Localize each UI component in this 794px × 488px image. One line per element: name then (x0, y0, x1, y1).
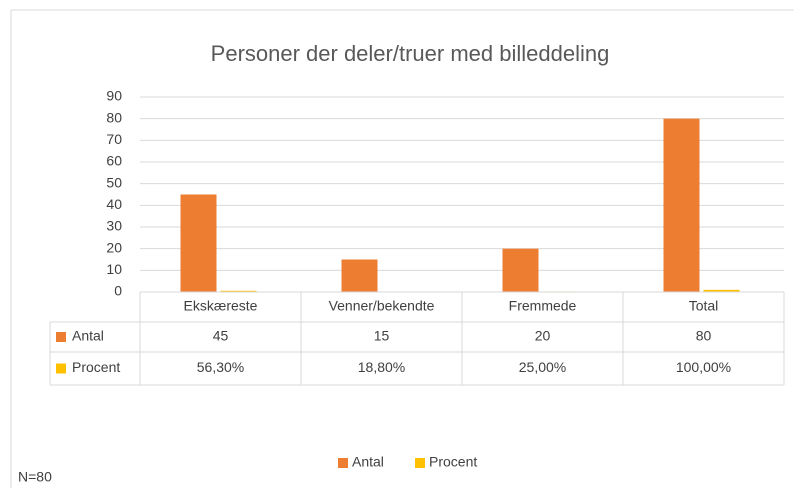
x-tick-label: Total (689, 298, 719, 314)
bar (220, 290, 257, 292)
y-tick-label: 20 (106, 239, 122, 255)
x-tick-label: Venner/bekendte (329, 298, 435, 314)
table-cell: 25,00% (519, 359, 566, 375)
annotation: N=80 (18, 469, 52, 485)
bar (703, 289, 740, 292)
y-tick-label: 90 (106, 88, 122, 104)
table-cell: 20 (535, 328, 551, 344)
y-tick-label: 30 (106, 218, 122, 234)
x-tick-label: Ekskæreste (184, 298, 258, 314)
table-series-name: Antal (72, 328, 104, 344)
table-cell: 45 (213, 328, 229, 344)
y-tick-label: 80 (106, 109, 122, 125)
table-legend-key (56, 363, 66, 374)
legend-key (415, 458, 425, 468)
bar (502, 248, 539, 292)
y-tick-label: 10 (106, 261, 122, 277)
y-tick-label: 0 (114, 283, 122, 299)
table-series-name: Procent (72, 359, 120, 375)
legend-key (338, 458, 348, 468)
bar (663, 118, 700, 293)
chart-title: Personer der deler/truer med billeddelin… (211, 41, 610, 66)
legend-label: Procent (429, 454, 477, 470)
table-legend-key (56, 332, 66, 342)
x-tick-label: Fremmede (509, 298, 577, 314)
table-cell: 18,80% (358, 359, 405, 375)
y-tick-label: 70 (106, 131, 122, 147)
y-tick-label: 40 (106, 196, 122, 212)
table-cell: 56,30% (197, 359, 244, 375)
bar (341, 259, 378, 292)
table-cell: 80 (696, 328, 712, 344)
bar (180, 194, 217, 292)
legend-label: Antal (352, 454, 384, 470)
y-tick-label: 50 (106, 174, 122, 190)
table-cell: 100,00% (676, 359, 731, 375)
y-tick-label: 60 (106, 153, 122, 169)
table-cell: 15 (374, 328, 390, 344)
